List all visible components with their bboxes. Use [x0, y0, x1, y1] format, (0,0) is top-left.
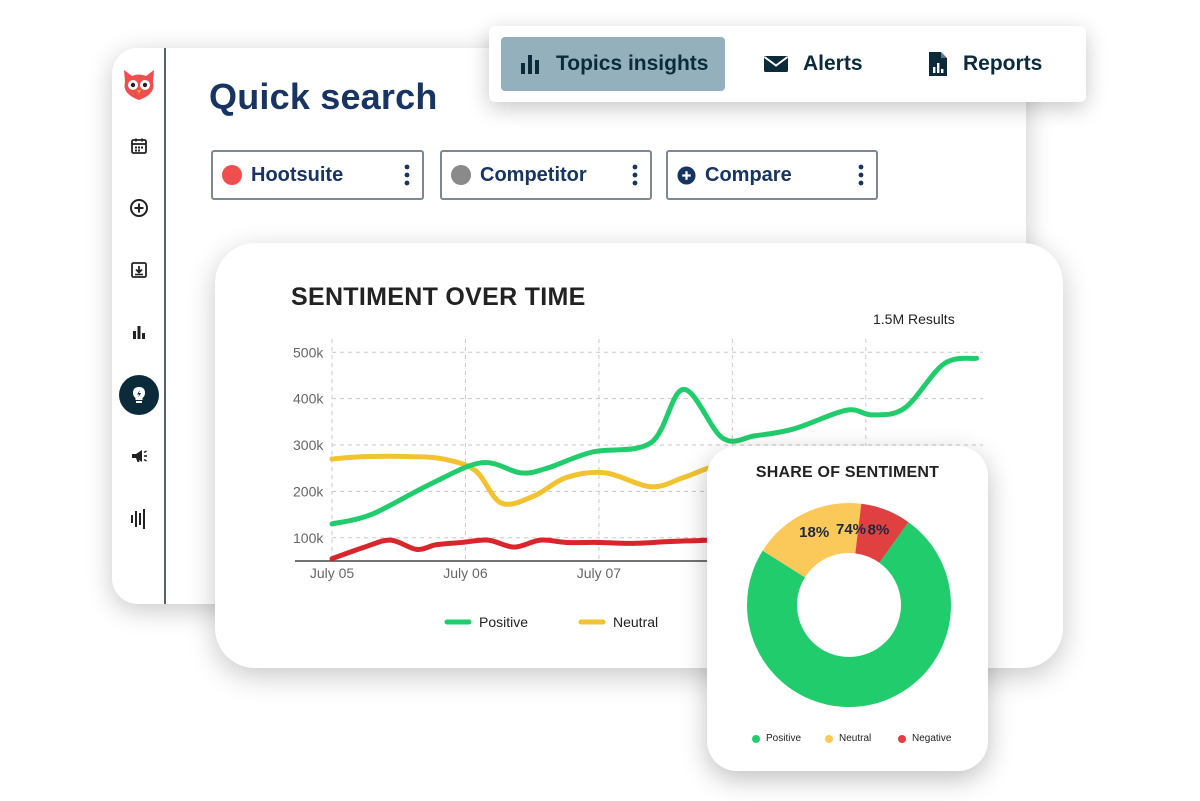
legend-item-negative: Negative — [898, 733, 951, 744]
tab-label: Topics insights — [556, 52, 709, 75]
y-tick-label: 400k — [293, 391, 324, 407]
top-navigation: Topics insights Alerts Reports — [489, 26, 1086, 102]
inbox-icon[interactable] — [121, 252, 157, 288]
pie-label-negative: 8% — [868, 522, 890, 539]
page-title: Quick search — [209, 76, 438, 117]
pie-slice-negative — [855, 503, 909, 563]
share-of-sentiment-card: SHARE OF SENTIMENT 18% 8% 74% Positive Neu… — [707, 446, 988, 771]
kebab-menu-icon[interactable] — [404, 164, 410, 186]
y-tick-label: 100k — [293, 530, 324, 546]
chip-compare[interactable]: Compare — [666, 150, 878, 200]
megaphone-icon[interactable] — [121, 438, 157, 474]
bar-chart-icon — [521, 55, 539, 74]
legend-label-positive: Positive — [479, 614, 528, 630]
tab-alerts[interactable]: Alerts — [763, 37, 883, 91]
series-line-neutral — [329, 453, 758, 507]
green-dot-icon — [752, 734, 760, 743]
results-count: 1.5M Results — [873, 311, 955, 327]
tab-topics-insights[interactable]: Topics insights — [501, 37, 725, 91]
chart-title: SHARE OF SENTIMENT — [755, 464, 940, 481]
series-line-positive — [329, 355, 979, 527]
lightbulb-icon[interactable] — [119, 375, 159, 415]
gray-dot-icon — [451, 165, 471, 185]
chart-title: SENTIMENT OVER TIME — [291, 283, 586, 311]
sidebar — [112, 48, 166, 604]
pie-label-neutral: 18% — [799, 524, 829, 541]
calendar-icon[interactable] — [121, 128, 157, 164]
sentiment-line-chart: 100k 200k 300k 400k 500k July 05 July 06 July 0… — [293, 339, 983, 630]
x-tick-label: July 06 — [443, 565, 488, 581]
chip-label: Hootsuite — [251, 163, 344, 186]
plus-circle-icon — [677, 165, 696, 185]
x-tick-label: July 07 — [577, 565, 622, 581]
red-dot-icon — [898, 734, 906, 743]
legend-item-positive: Positive — [752, 733, 801, 744]
x-tick-label: July 05 — [310, 565, 355, 581]
y-tick-label: 300k — [293, 437, 324, 453]
legend-label-neutral: Neutral — [613, 614, 658, 630]
chip-competitor[interactable]: Competitor — [440, 150, 652, 200]
pie-slice-positive — [747, 522, 951, 707]
red-dot-icon — [222, 165, 242, 185]
yellow-dot-icon — [825, 734, 833, 743]
kebab-menu-icon[interactable] — [632, 164, 638, 186]
chip-hootsuite[interactable]: Hootsuite — [211, 150, 424, 200]
kebab-menu-icon[interactable] — [858, 164, 864, 186]
chip-label: Compare — [705, 163, 792, 186]
envelope-icon — [763, 56, 789, 72]
report-icon — [929, 52, 947, 76]
legend-item-neutral: Neutral — [825, 733, 871, 744]
y-tick-label: 200k — [293, 483, 324, 499]
tab-label: Alerts — [803, 52, 863, 75]
sound-wave-icon[interactable] — [121, 501, 157, 537]
series-line-negative — [329, 535, 752, 562]
pie-slice-neutral — [762, 503, 862, 578]
tab-label: Reports — [963, 52, 1043, 75]
tab-reports[interactable]: Reports — [927, 37, 1067, 91]
chip-label: Competitor — [480, 163, 587, 186]
pie-label-positive: 74% — [836, 521, 866, 538]
share-donut-chart: 18% 8%74% — [747, 503, 951, 707]
plus-circle-icon[interactable] — [121, 190, 157, 226]
owl-logo-icon[interactable] — [120, 66, 158, 104]
bar-chart-icon[interactable] — [121, 314, 157, 350]
y-tick-label: 500k — [293, 344, 324, 360]
